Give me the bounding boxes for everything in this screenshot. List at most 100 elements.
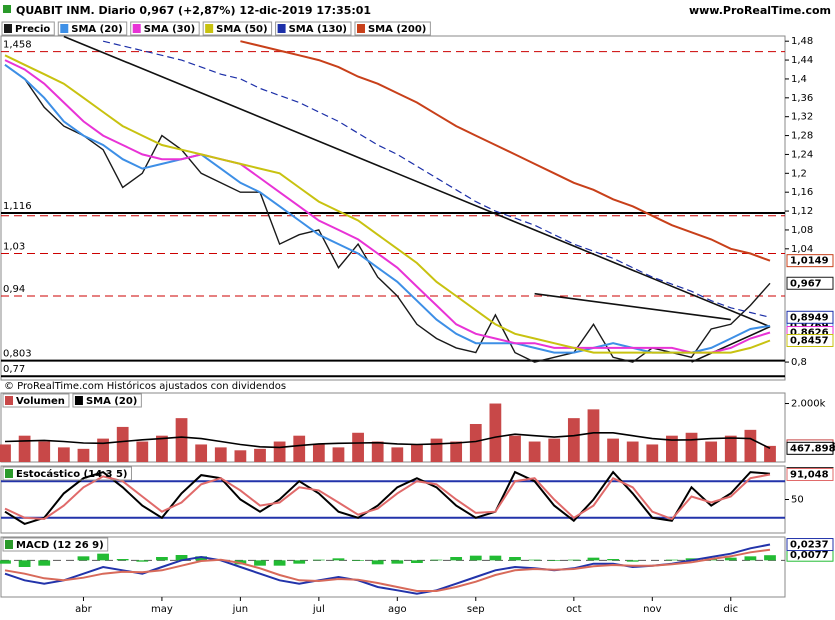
y-tick-label: 1,44	[791, 55, 813, 66]
series-line	[4, 470, 771, 525]
bar	[77, 556, 90, 561]
header-site: www.ProRealTime.com	[689, 4, 831, 17]
bar	[607, 438, 619, 462]
bar	[391, 447, 404, 462]
bar	[411, 560, 423, 563]
bar	[705, 441, 718, 462]
legend-label: MACD (12 26 9)	[16, 540, 104, 551]
legend-swatch	[5, 469, 13, 478]
y-tick-label: 1,08	[791, 225, 813, 236]
bar	[607, 559, 619, 561]
last-value-box	[786, 467, 834, 481]
last-value-box	[786, 538, 834, 552]
bar	[254, 560, 266, 566]
x-tick-label: oct	[566, 604, 582, 615]
legend-label: Precio	[15, 24, 50, 35]
legend-swatch	[356, 24, 365, 33]
legend-label: Estocástico (14 3 5)	[16, 468, 127, 480]
legend-swatch	[277, 24, 286, 33]
y-tick-label: 1,16	[791, 187, 813, 198]
bar	[332, 558, 345, 561]
bar	[587, 557, 600, 561]
bar	[293, 560, 306, 564]
y-tick-label: 1,04	[791, 244, 813, 255]
legend-box	[2, 537, 109, 552]
bar	[469, 423, 482, 462]
legend-box	[275, 21, 352, 36]
bar	[371, 441, 384, 462]
header-title: QUABIT INM. Diario 0,967 (+2,87%) 12-dic…	[16, 4, 371, 17]
bar	[97, 553, 109, 561]
bar	[548, 560, 561, 561]
legend-box	[130, 21, 200, 36]
last-value-box	[786, 334, 834, 348]
legend-box	[202, 21, 273, 36]
y-tick-label: 1,24	[791, 149, 813, 160]
level-label: 1,03	[3, 242, 25, 253]
bar	[450, 441, 463, 462]
bar	[411, 444, 423, 462]
level-label: 1,116	[3, 201, 32, 212]
last-value-label: 0,8949	[790, 312, 829, 323]
level-label: 1,458	[3, 40, 32, 51]
last-value-box	[786, 276, 834, 290]
bar	[156, 557, 168, 561]
bar	[724, 435, 737, 462]
bar	[744, 556, 757, 561]
bar	[548, 438, 561, 462]
bar	[312, 444, 325, 462]
series-line	[240, 40, 771, 262]
bar	[666, 559, 678, 561]
bar	[764, 445, 776, 462]
x-tick-label: may	[151, 604, 173, 615]
bar	[175, 418, 188, 462]
bar	[666, 435, 678, 462]
bar	[489, 555, 502, 561]
legend-label: Volumen	[16, 396, 65, 407]
x-tick-label: jul	[312, 604, 325, 615]
legend-swatch	[5, 540, 13, 549]
bar	[469, 555, 482, 561]
bar	[38, 441, 51, 462]
y-tick-label: 1,48	[791, 36, 813, 47]
bar	[567, 559, 580, 561]
bar	[626, 560, 639, 562]
trend-line	[691, 325, 771, 363]
legend-box	[72, 393, 142, 408]
bar	[567, 418, 580, 462]
bar	[430, 438, 443, 462]
legend-box	[57, 21, 128, 36]
bar	[214, 447, 227, 462]
last-value-label: 0,0237	[790, 540, 829, 551]
last-value-label: 1,0149	[790, 256, 829, 267]
legend-label: SMA (200)	[368, 24, 426, 35]
last-value-label: 0,0077	[790, 550, 829, 561]
bar	[509, 557, 521, 561]
bar	[391, 560, 404, 564]
bar	[744, 429, 757, 462]
y-tick-label: 1,2	[791, 168, 807, 179]
bar	[293, 435, 306, 462]
y-tick-label: 2.000k	[791, 399, 826, 410]
bar	[116, 559, 129, 561]
level-label: 0,94	[3, 284, 25, 295]
bar	[489, 403, 502, 462]
y-tick-label: 1,28	[791, 131, 813, 142]
panel-frame	[0, 536, 786, 598]
bar	[0, 560, 11, 564]
y-tick-label: 1,36	[791, 93, 813, 104]
last-value-label: 467.898	[790, 443, 835, 454]
bar	[77, 448, 90, 462]
level-label: 0,77	[3, 364, 25, 375]
bar	[273, 560, 286, 566]
bar	[18, 560, 31, 567]
bar	[116, 426, 129, 462]
legend-label: SMA (50)	[216, 24, 267, 35]
bar	[646, 444, 659, 462]
legend-swatch	[132, 24, 141, 33]
bar	[724, 557, 737, 561]
bar	[450, 557, 463, 561]
legend-label: SMA (20)	[86, 396, 137, 407]
legend-box	[1, 21, 55, 36]
last-value-label: 91,048	[790, 469, 829, 480]
